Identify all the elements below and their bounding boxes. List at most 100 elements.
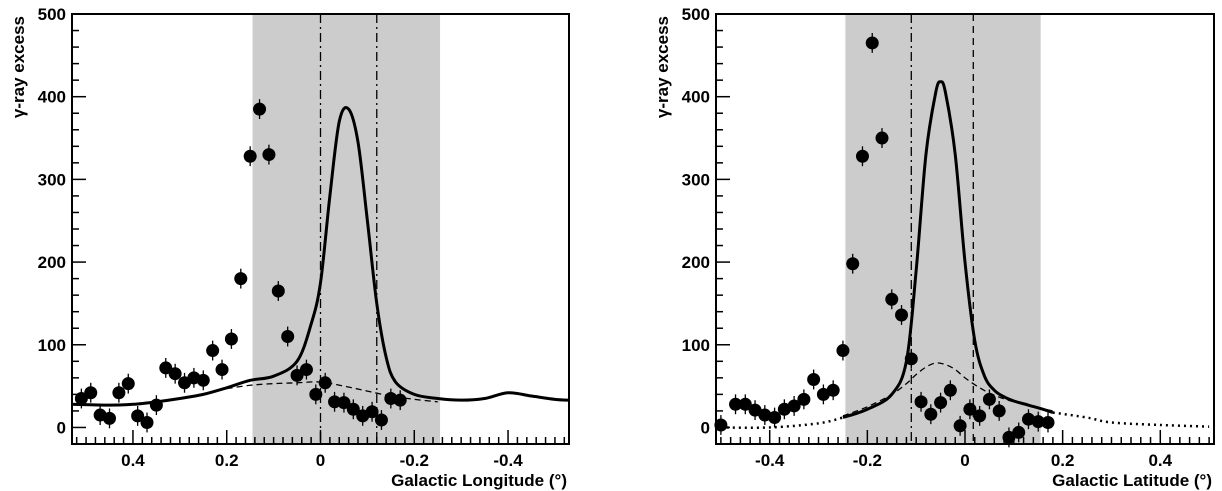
data-point	[729, 397, 743, 411]
x-tick-label: 0.4	[1148, 451, 1172, 470]
y-tick-label: 300	[38, 170, 66, 189]
y-axis-title: γ-ray excess	[9, 16, 28, 118]
data-point	[309, 387, 323, 401]
data-point	[140, 416, 154, 429]
x-tick-label: -0.4	[755, 451, 785, 470]
data-point	[1002, 430, 1016, 444]
curve-solid-1	[71, 106, 570, 407]
data-point	[816, 387, 830, 401]
y-tick-label: 500	[682, 5, 710, 24]
data-point	[328, 395, 342, 409]
data-point	[738, 397, 752, 411]
y-tick-label: 100	[38, 336, 66, 355]
panel-left: 0 100 200 300 400 500 0.4 0.2 0 -0.2 -0.4Galactic …	[9, 5, 570, 490]
data-point	[253, 102, 267, 116]
y-tick-label: 500	[38, 5, 66, 24]
data-point	[243, 149, 257, 163]
x-tick-label: -0.4	[493, 451, 523, 470]
data-point	[374, 413, 388, 427]
x-tick-label: -0.2	[853, 451, 882, 470]
data-point	[748, 403, 762, 417]
data-point	[924, 407, 938, 421]
data-point	[758, 408, 772, 422]
data-point	[393, 393, 407, 407]
x-tick-label: 0.2	[1051, 451, 1075, 470]
data-point	[84, 386, 98, 400]
y-tick-label: 400	[38, 88, 66, 107]
y-tick-label: 200	[682, 253, 710, 272]
data-point	[215, 363, 229, 377]
data-point	[807, 373, 821, 386]
data-point	[74, 392, 88, 406]
panel-right: 0 100 200 300 400 500 -0.4 -0.2 0 0.2 0.4Galactic …	[653, 5, 1215, 490]
data-point	[963, 402, 977, 416]
data-point	[112, 386, 126, 400]
data-point	[953, 419, 967, 433]
data-point	[365, 405, 379, 419]
y-tick-label: 400	[682, 88, 710, 107]
curve-dotted-3	[720, 416, 844, 430]
data-point	[168, 367, 182, 381]
shaded-region	[845, 14, 1041, 444]
data-point	[1012, 425, 1026, 439]
x-tick-label: 0	[316, 451, 325, 470]
data-point	[131, 409, 145, 423]
y-tick-label: 300	[682, 170, 710, 189]
data-point	[904, 352, 918, 366]
data-point	[346, 402, 360, 416]
data-point	[206, 344, 220, 358]
y-axis-title: γ-ray excess	[653, 16, 672, 118]
data-point	[299, 363, 313, 377]
data-point	[846, 257, 860, 271]
curve-dashed-2	[842, 362, 1054, 417]
data-point	[992, 404, 1006, 418]
data-point	[149, 398, 163, 412]
y-tick-label: 0	[701, 418, 710, 437]
data-point	[103, 411, 117, 425]
data-point	[885, 292, 899, 306]
data-point	[337, 396, 351, 410]
data-point	[271, 284, 285, 298]
data-point	[196, 373, 210, 387]
data-point	[290, 368, 304, 382]
x-tick-label: 0	[960, 451, 969, 470]
data-point	[768, 411, 782, 425]
x-tick-label: 0.2	[215, 451, 239, 470]
data-point	[826, 383, 840, 397]
y-tick-label: 0	[57, 418, 66, 437]
x-tick-label: 0.4	[121, 451, 145, 470]
data-point	[1021, 412, 1035, 426]
data-point	[318, 376, 332, 390]
curve-dashed-2	[226, 381, 438, 403]
data-point	[1041, 416, 1055, 429]
data-point	[777, 402, 791, 416]
data-point	[262, 148, 276, 162]
data-point	[714, 418, 728, 432]
data-point	[121, 377, 135, 391]
data-point	[797, 392, 811, 406]
x-axis-title: Galactic Longitude (°)	[391, 471, 567, 490]
x-axis-title: Galactic Latitude (°)	[1052, 471, 1212, 490]
data-point	[1031, 415, 1045, 429]
data-point	[943, 383, 957, 397]
data-point	[281, 330, 295, 343]
data-point	[875, 131, 889, 145]
x-tick-label: -0.2	[400, 451, 429, 470]
shaded-region	[252, 14, 441, 444]
data-point	[865, 36, 879, 50]
data-point	[973, 409, 987, 423]
data-point	[234, 272, 248, 286]
data-point	[836, 344, 850, 358]
data-point	[914, 395, 928, 409]
data-point	[855, 149, 869, 163]
data-point	[787, 399, 801, 413]
data-point	[934, 396, 948, 410]
data-point	[159, 361, 173, 375]
data-point	[982, 392, 996, 406]
data-point	[895, 308, 909, 322]
y-tick-label: 100	[682, 336, 710, 355]
y-tick-label: 200	[38, 253, 66, 272]
curve-dotted-4	[1052, 411, 1210, 428]
data-point	[224, 332, 238, 346]
